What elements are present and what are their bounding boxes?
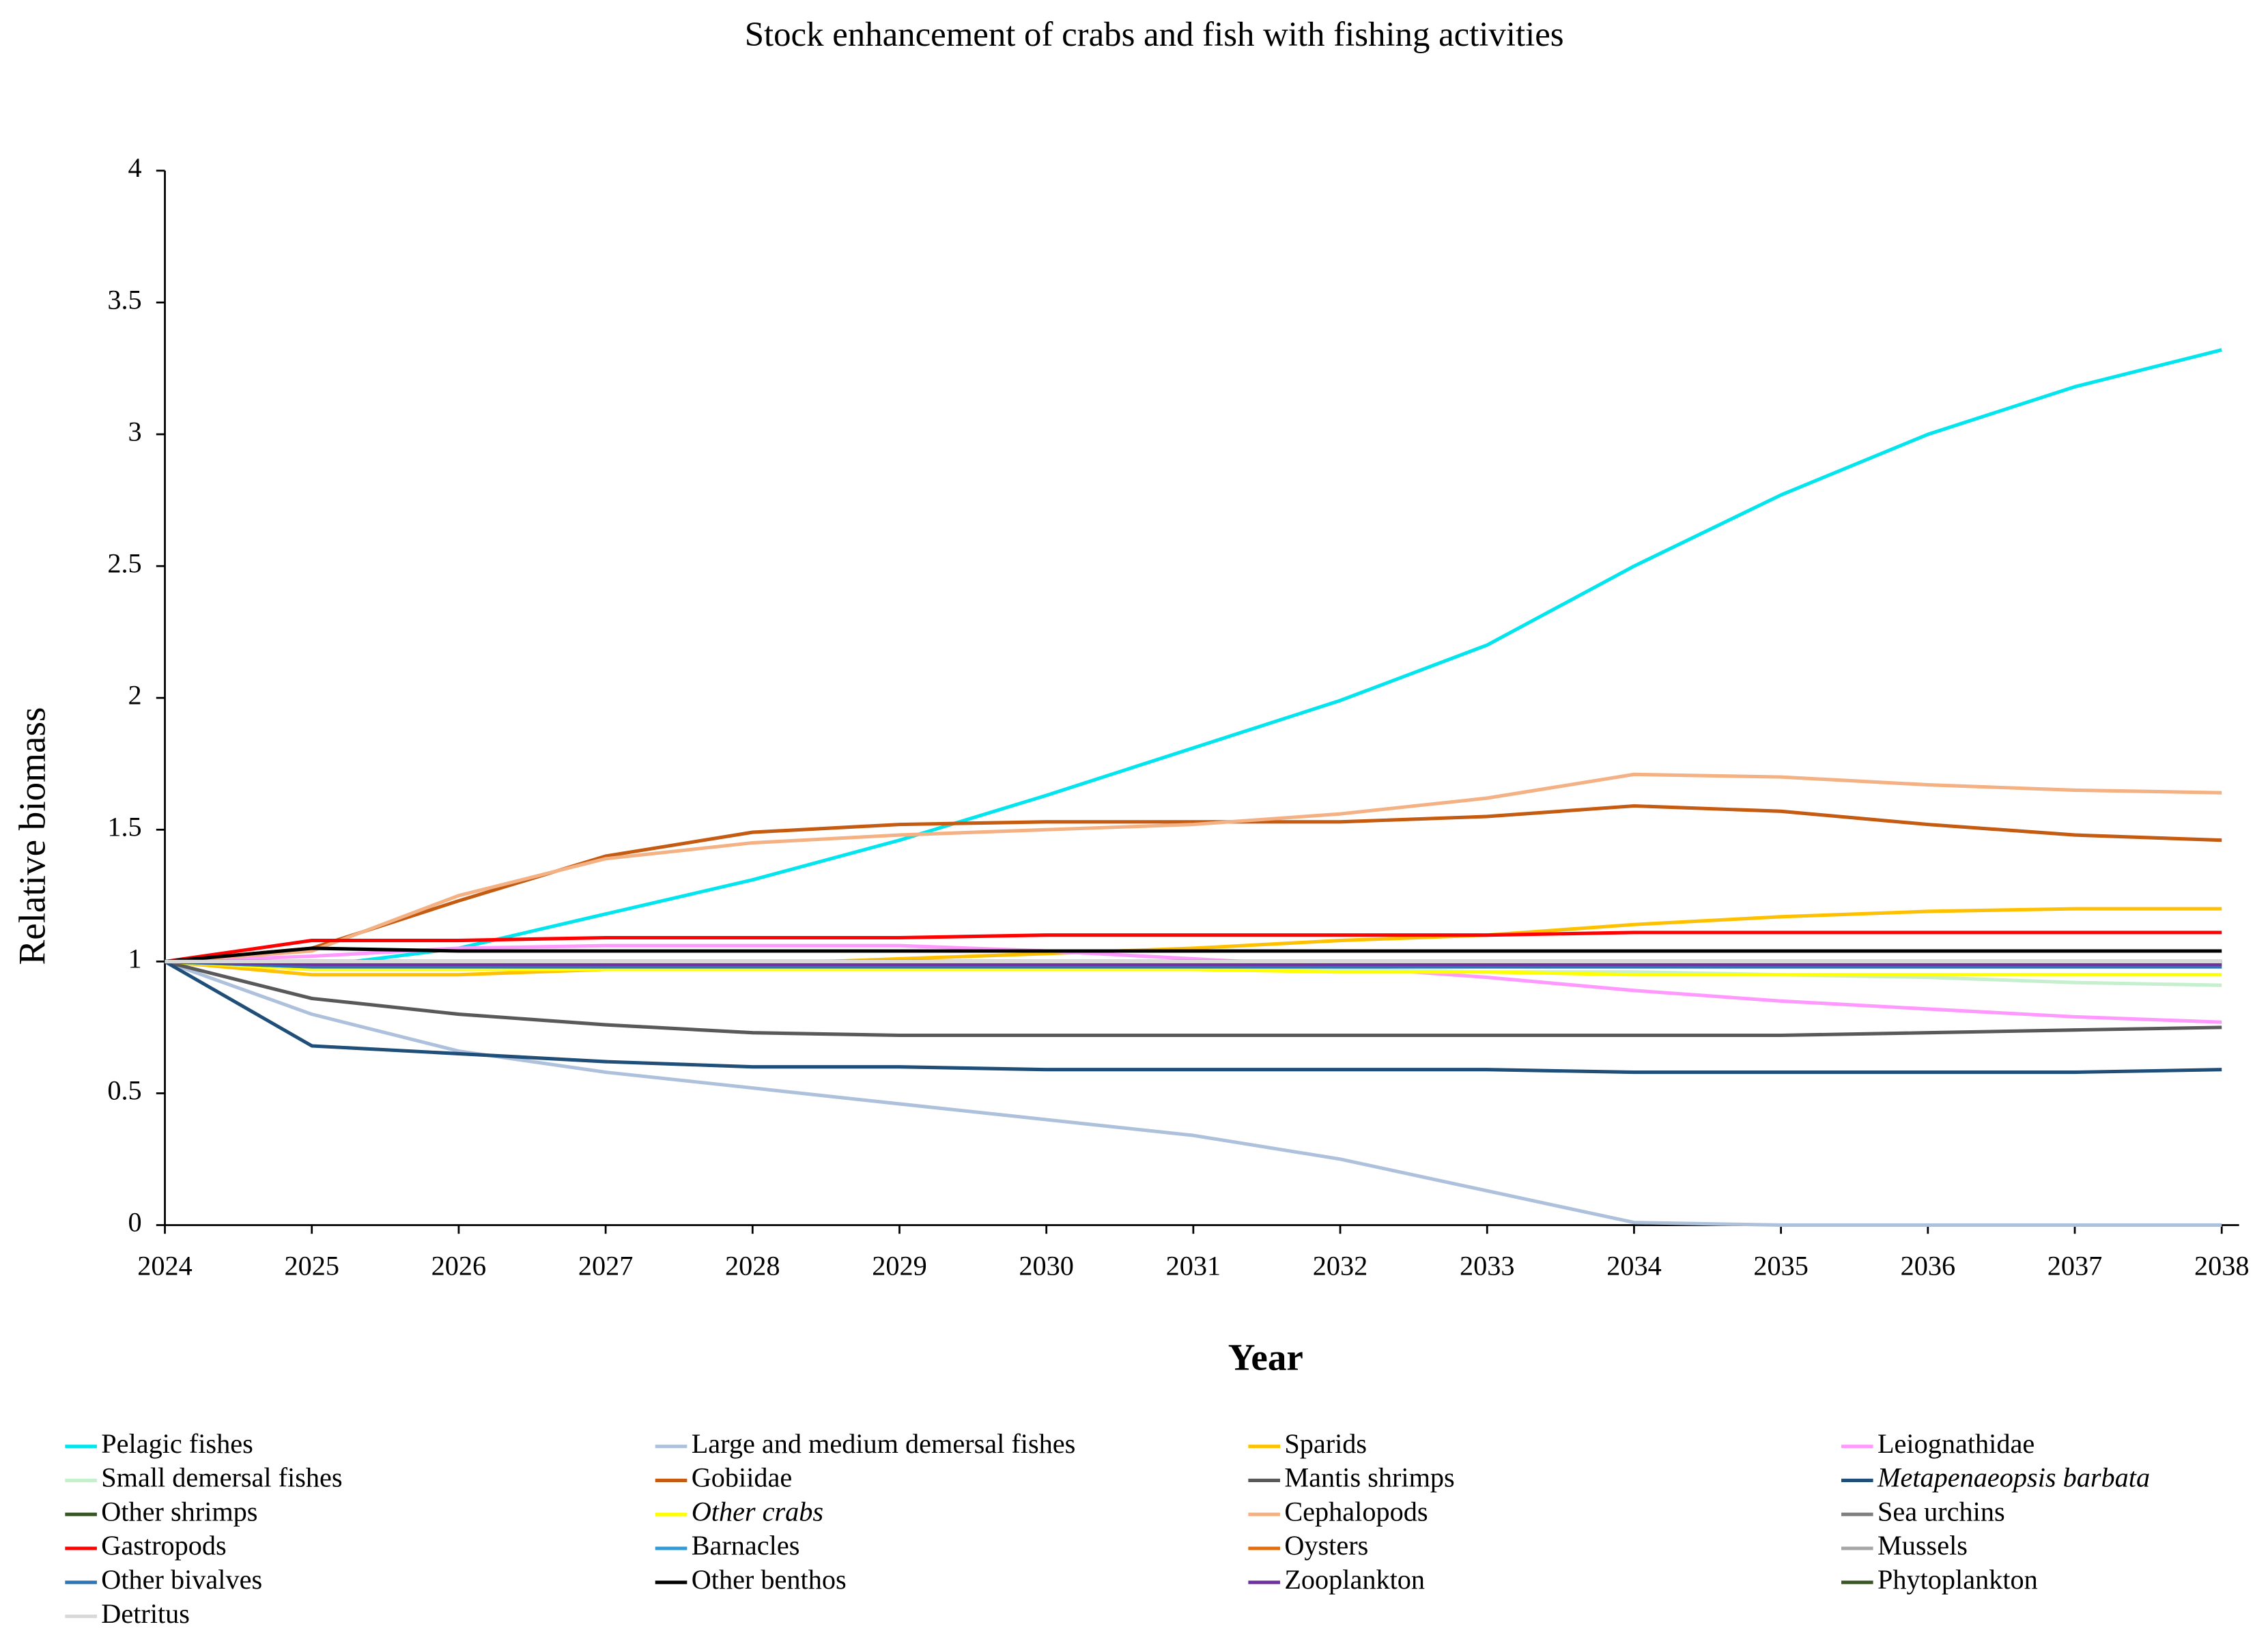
series-line [165, 804, 2222, 963]
x-tick-label: 2038 [2194, 1250, 2250, 1281]
series-line [164, 959, 2222, 1038]
legend-label: Other bivalves [101, 1564, 262, 1595]
series-line [165, 959, 2222, 977]
legend-label: Other benthos [692, 1564, 847, 1595]
y-tick-label: 2 [128, 679, 142, 710]
x-axis-label: Year [1228, 1336, 1303, 1378]
legend-label: Gobiidae [692, 1462, 793, 1493]
y-tick-label: 4 [128, 152, 142, 183]
x-tick-label: 2037 [2047, 1250, 2102, 1281]
series-line [165, 931, 2222, 963]
y-tick-label: 0 [128, 1207, 142, 1238]
y-tick-label: 0.5 [107, 1075, 141, 1106]
legend-label: Mantis shrimps [1284, 1462, 1454, 1493]
y-tick-label: 3 [128, 416, 142, 446]
series-line [165, 772, 2222, 963]
series-line [165, 348, 2222, 969]
series-line [165, 959, 2222, 969]
x-tick-label: 2034 [1606, 1250, 1662, 1281]
legend-label: Barnacles [692, 1530, 800, 1561]
x-tick-label: 2032 [1313, 1250, 1368, 1281]
x-tick-label: 2035 [1753, 1250, 1809, 1281]
legend-label: Gastropods [101, 1530, 226, 1561]
x-tick-label: 2027 [578, 1250, 634, 1281]
legend-label: Mussels [1877, 1530, 1968, 1561]
legend-label: Sea urchins [1877, 1496, 2005, 1527]
y-axis-label: Relative biomass [12, 707, 53, 965]
legend-label: Large and medium demersal fishes [692, 1428, 1076, 1459]
y-tick-label: 3.5 [107, 284, 141, 315]
chart-title: Stock enhancement of crabs and fish with… [745, 15, 1564, 53]
series-line [165, 943, 2222, 1024]
series-line [164, 960, 2222, 1228]
legend-label: Other shrimps [101, 1496, 257, 1527]
y-tick-label: 1.5 [107, 812, 141, 842]
legend-label: Oysters [1284, 1530, 1368, 1561]
legend-label: Detritus [101, 1598, 190, 1629]
series-line [165, 907, 2222, 977]
legend-label: Pelagic fishes [101, 1428, 253, 1459]
series-line [164, 960, 2222, 1075]
x-tick-label: 2036 [1901, 1250, 1955, 1281]
x-tick-label: 2024 [137, 1250, 193, 1281]
legend-label: Sparids [1284, 1428, 1367, 1459]
x-tick-label: 2026 [431, 1250, 487, 1281]
x-tick-label: 2031 [1166, 1250, 1221, 1281]
x-tick-label: 2033 [1460, 1250, 1514, 1281]
y-tick-label: 1 [128, 943, 142, 974]
series-line [165, 946, 2222, 963]
legend-label: Zooplankton [1284, 1564, 1425, 1595]
series-line [165, 959, 2222, 966]
x-tick-label: 2025 [284, 1250, 339, 1281]
legend-label: Phytoplankton [1877, 1564, 2038, 1595]
x-tick-label: 2029 [872, 1250, 927, 1281]
legend-label: Cephalopods [1284, 1496, 1428, 1527]
legend-label: Small demersal fishes [101, 1462, 342, 1493]
x-tick-label: 2028 [725, 1250, 780, 1281]
legend-label: Metapenaeopsis barbata [1877, 1462, 2150, 1493]
legend-label: Other crabs [692, 1496, 823, 1527]
y-tick-label: 2.5 [107, 548, 141, 578]
legend-label: Leiognathidae [1877, 1428, 2035, 1459]
x-tick-label: 2030 [1019, 1250, 1074, 1281]
